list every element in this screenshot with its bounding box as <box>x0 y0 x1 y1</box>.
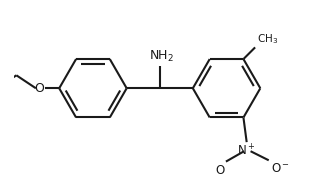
Text: O: O <box>215 163 225 177</box>
Text: N$^+$: N$^+$ <box>237 143 256 159</box>
Text: O: O <box>34 82 44 95</box>
Text: CH$_3$: CH$_3$ <box>257 32 278 46</box>
Text: O$^-$: O$^-$ <box>271 162 290 175</box>
Text: NH$_2$: NH$_2$ <box>149 49 174 64</box>
